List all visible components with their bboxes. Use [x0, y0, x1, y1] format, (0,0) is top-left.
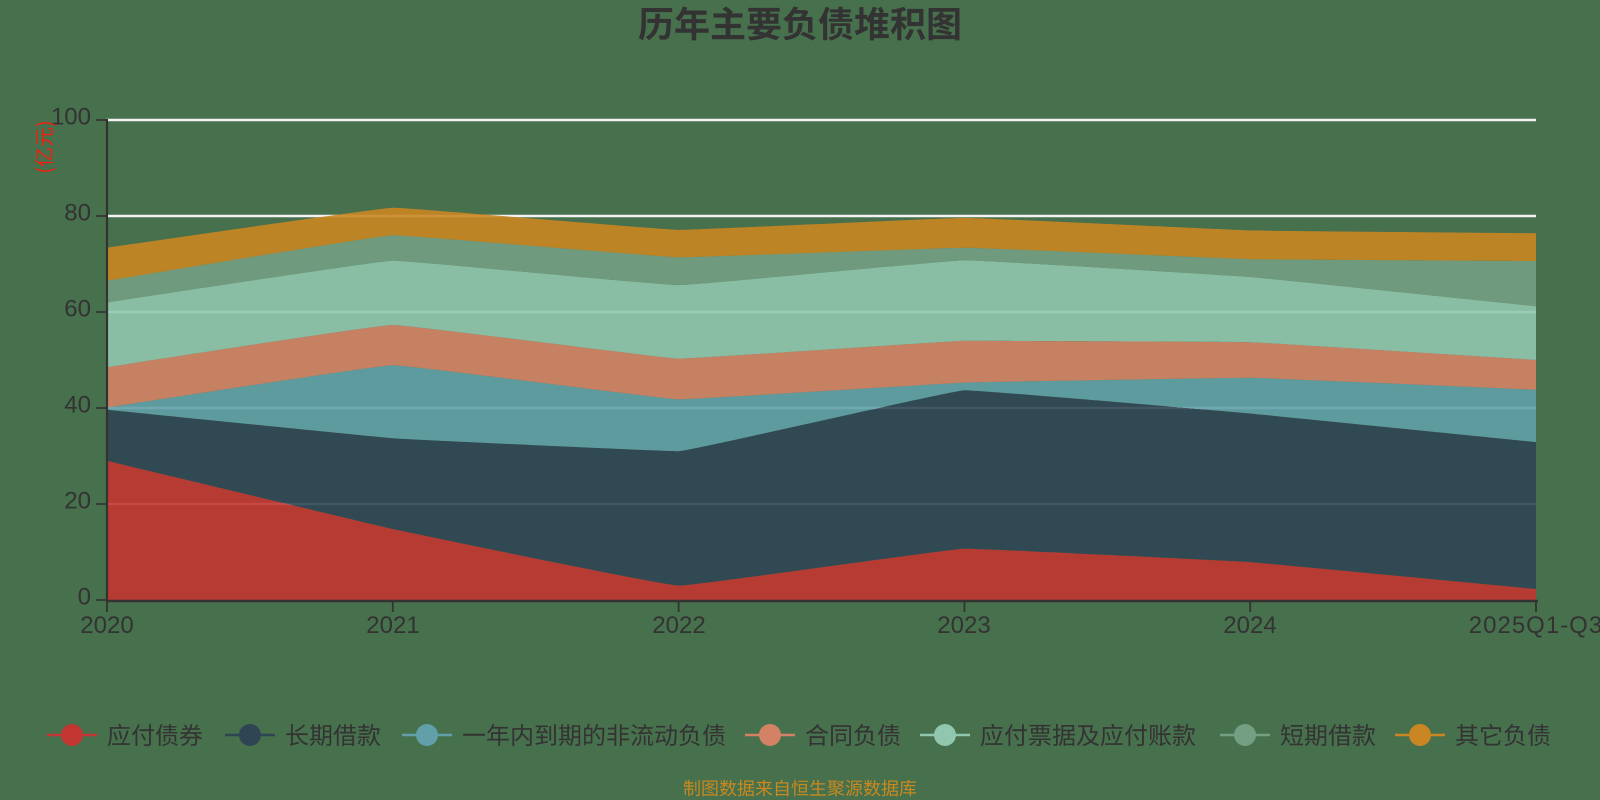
- svg-text:40: 40: [64, 392, 91, 419]
- svg-text:2021: 2021: [366, 612, 419, 639]
- svg-text:60: 60: [64, 296, 91, 323]
- svg-text:2023: 2023: [937, 612, 990, 639]
- svg-text:2020: 2020: [80, 612, 133, 639]
- svg-text:2024: 2024: [1223, 612, 1276, 639]
- svg-text:0: 0: [78, 584, 91, 611]
- svg-text:100: 100: [51, 104, 91, 131]
- svg-text:2025Q1-Q3: 2025Q1-Q3: [1469, 612, 1600, 639]
- svg-text:20: 20: [64, 488, 91, 515]
- svg-text:2022: 2022: [652, 612, 705, 639]
- svg-text:80: 80: [64, 200, 91, 227]
